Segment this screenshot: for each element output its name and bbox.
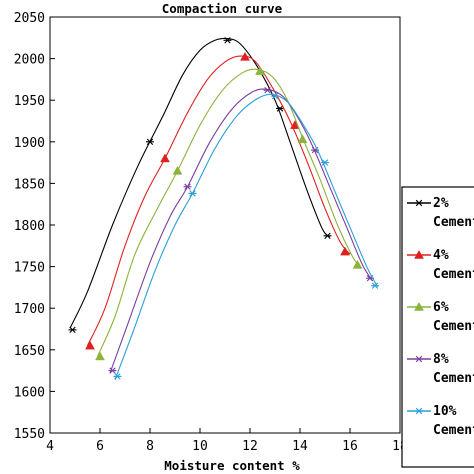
y-tick-label: 2050 [14,11,45,26]
legend-label: 10% [433,404,457,419]
legend-item: 8% Cement [407,352,474,386]
x-tick-label: 6 [96,439,104,454]
data-point [146,138,154,145]
series-line [87,55,351,346]
data-point [340,246,350,256]
legend-item: 4% Cement [407,248,474,282]
data-point [183,183,192,190]
legend-marker [415,355,423,363]
data-point [240,51,250,61]
series-line [114,93,378,380]
x-tick-label: 4 [46,439,54,454]
x-tick-label: 12 [242,439,258,454]
plot-area [49,16,401,434]
data-point [271,92,279,100]
data-point [188,190,197,197]
legend-label: 2% [433,196,449,211]
legend-label: Cement [433,319,474,334]
data-point [68,326,77,334]
y-tick-label: 1800 [14,219,45,234]
legend-marker [414,301,424,311]
legend-marker [415,407,423,415]
chart-title: Compaction curve [162,1,283,16]
legend-label: 6% [433,300,449,315]
series-2 [85,51,351,350]
data-point [223,37,232,44]
y-tick-label: 1550 [14,427,45,442]
y-tick-label: 1700 [14,302,45,317]
data-point [276,105,284,112]
y-tick-label: 1650 [14,344,45,359]
data-point [108,367,117,374]
y-tick-label: 1900 [14,136,45,151]
x-axis: 4 6 8 10 12 14 16 18 [46,428,408,454]
legend-marker [414,249,424,259]
legend-item: 10% Cement [407,404,474,438]
x-tick-label: 14 [292,439,308,454]
y-tick-label: 1850 [14,177,45,192]
data-point [352,259,363,269]
data-point [95,351,105,361]
data-point [172,165,183,175]
legend-box [401,186,474,468]
series-line [69,37,331,329]
legend-label: Cement [433,423,474,438]
y-tick-label: 1600 [14,385,45,400]
legend: 2% Cement 4% Cement 6% Cement 8% Cement 10% Cemen… [401,186,474,468]
legend-label: 4% [433,248,449,263]
legend-item: 6% Cement [407,300,474,334]
data-point [323,232,332,240]
series-layer [68,37,379,380]
series-5 [113,92,379,380]
series-line [109,88,373,374]
y-tick-label: 1950 [14,94,45,109]
x-tick-label: 10 [192,439,208,454]
data-point [113,373,122,380]
data-point [321,159,329,166]
data-point [255,66,265,75]
y-tick-label: 2000 [14,53,45,68]
x-tick-label: 16 [342,439,358,454]
series-line [96,68,361,357]
x-tick-label: 8 [146,439,154,454]
y-tick-label: 1750 [14,261,45,276]
x-axis-label: Moisture content % [164,458,300,473]
series-3 [95,66,363,361]
legend-marker [415,199,423,207]
data-point [160,153,170,163]
legend-label: Cement [433,267,474,282]
data-point [297,134,308,144]
data-point [85,340,95,350]
y-axis: 1550 1600 1650 1700 1750 1800 1850 1900 1950 2000… [14,11,55,442]
data-point [263,87,272,94]
legend-label: Cement [433,371,474,386]
legend-label: 8% [433,352,449,367]
data-point [371,282,379,289]
series-1 [68,37,332,334]
legend-item: 2% Cement [407,196,474,230]
legend-label: Cement [433,215,474,230]
